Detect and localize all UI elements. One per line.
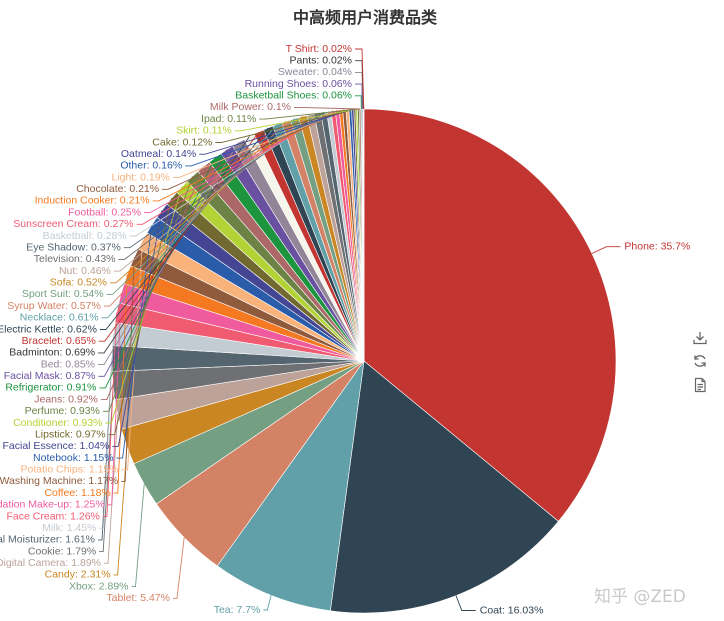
label-line-milk xyxy=(99,333,114,529)
slice-label-television: Television: 0.43% xyxy=(34,253,116,265)
slice-label-milk-power: Milk Power: 0.1% xyxy=(210,101,291,113)
slice-label-washing-machine: Washing Machine: 1.17% xyxy=(0,475,118,487)
slice-label-nut: Nut: 0.46% xyxy=(59,265,111,277)
slice-label-running-shoes: Running Shoes: 0.06% xyxy=(245,78,352,90)
slice-label-milk: Milk: 1.45% xyxy=(42,522,96,534)
label-line-phone xyxy=(591,246,621,254)
slice-label-potatio-chips: Potatio Chips: 1.15% xyxy=(21,464,119,476)
slice-label-facial-essence: Facial Essence: 1.04% xyxy=(2,440,109,452)
slice-label-basketball-shoes: Basketball Shoes: 0.06% xyxy=(235,90,352,102)
slice-label-jeans: Jeans: 0.92% xyxy=(34,393,98,405)
label-line-conditioner xyxy=(105,186,183,424)
slice-label-other: Other: 0.16% xyxy=(120,160,182,172)
slice-label-sport-suit: Sport Suit: 0.54% xyxy=(22,288,104,300)
label-line-coffee xyxy=(113,274,128,494)
label-line-basketball-shoes xyxy=(355,95,362,110)
label-line-candy xyxy=(113,446,128,576)
slice-label-basketball: Basketball: 0.28% xyxy=(43,230,127,242)
watermark-text: 知乎 @ZED xyxy=(594,587,686,607)
label-line-milk-power xyxy=(294,106,361,110)
slice-label-xbox: Xbox: 2.89% xyxy=(69,580,129,592)
label-line-facial-mask xyxy=(98,149,228,377)
slice-label-notebook: Notebook: 1.15% xyxy=(33,452,114,464)
label-line-sunscreen-cream xyxy=(136,110,334,225)
slice-label-eye-shadow: Eye Shadow: 0.37% xyxy=(26,241,121,253)
slice-label-syrup-water: Syrup Water: 0.57% xyxy=(7,300,101,312)
slice-label-coat: Coat: 16.03% xyxy=(480,604,544,616)
slice-label-coffee: Coffee: 1.18% xyxy=(44,487,110,499)
slice-label-skirt: Skirt: 0.11% xyxy=(176,125,232,137)
label-line-coat xyxy=(455,595,476,611)
label-line-xbox xyxy=(131,484,145,588)
label-line-tea xyxy=(263,595,272,611)
slice-label-light: Light: 0.19% xyxy=(112,171,170,183)
download-icon[interactable] xyxy=(692,330,712,348)
slice-labels: Phone: 35.7% Coat: 16.03% Tea: 7.7% Tablet:… xyxy=(0,43,690,617)
slice-label-induction-cooker: Induction Cooker: 0.21% xyxy=(35,195,150,207)
label-line-induction-cooker xyxy=(152,109,342,202)
label-line-football xyxy=(144,110,338,214)
label-line-light xyxy=(172,109,348,179)
slice-label-conditioner: Conditioner: 0.93% xyxy=(13,417,102,429)
refresh-icon[interactable] xyxy=(692,353,712,371)
slice-label-badminton: Badminton: 0.69% xyxy=(9,347,95,359)
slice-label-tablet: Tablet: 5.47% xyxy=(106,592,170,604)
label-line-basketball xyxy=(129,111,330,237)
chart-title: 中高频用户消费品类 xyxy=(292,8,437,27)
slice-label-candy: Candy: 2.31% xyxy=(45,569,111,581)
slice-label-bed: Bed: 0.85% xyxy=(41,358,95,370)
slice-label-oatmeal: Oatmeal: 0.14% xyxy=(121,148,196,160)
slice-label-sunscreen-cream: Sunscreen Cream: 0.27% xyxy=(13,218,133,230)
slice-label-t-shirt: T Shirt: 0.02% xyxy=(286,43,352,55)
label-line-jeans xyxy=(100,166,205,401)
label-line-foundation-make-up xyxy=(107,293,122,506)
label-line-digital-camera xyxy=(104,414,119,564)
label-line-skirt xyxy=(234,108,357,132)
slice-label-pants: Pants: 0.02% xyxy=(290,54,352,66)
slice-label-face-cream: Face Cream: 1.26% xyxy=(7,510,100,522)
slice-label-bracelet: Bracelet: 0.65% xyxy=(22,335,96,347)
slice-label-sofa: Sofa: 0.52% xyxy=(50,277,107,289)
label-line-perfume xyxy=(102,176,193,412)
label-line-tablet xyxy=(173,537,185,599)
slice-label-refrigerator: Refrigerator: 0.91% xyxy=(5,382,96,394)
slice-label-sweater: Sweater: 0.04% xyxy=(278,66,352,78)
label-line-cookie xyxy=(99,385,114,553)
slice-label-electric-kettle: Electric Kettle: 0.62% xyxy=(0,323,97,335)
label-lines xyxy=(98,48,621,611)
label-line-eye-shadow xyxy=(123,111,324,249)
slice-label-facial-moisturizer: Facial Moisturizer: 1.61% xyxy=(0,534,95,546)
slice-label-lipstick: Lipstick: 0.97% xyxy=(35,428,106,440)
label-line-chocolate xyxy=(162,109,345,190)
slice-label-cookie: Cookie: 1.79% xyxy=(28,545,96,557)
slice-label-phone: Phone: 35.7% xyxy=(624,240,690,252)
label-line-oatmeal xyxy=(199,108,353,155)
slice-label-tea: Tea: 7.7% xyxy=(214,604,261,616)
slice-label-facial-mask: Facial Mask: 0.87% xyxy=(4,370,96,382)
slice-label-digital-camera: Digital Camera: 1.89% xyxy=(0,557,101,569)
label-line-cake xyxy=(215,108,355,143)
label-line-face-cream xyxy=(102,312,118,517)
data-view-icon[interactable] xyxy=(692,377,712,395)
slice-label-cake: Cake: 0.12% xyxy=(152,136,212,148)
slice-label-perfume: Perfume: 0.93% xyxy=(25,405,100,417)
label-line-other xyxy=(185,108,351,167)
slice-label-chocolate: Chocolate: 0.21% xyxy=(76,183,159,195)
slice-label-foundation-make-up: Foundation Make-up: 1.25% xyxy=(0,499,105,511)
label-line-t-shirt xyxy=(355,48,365,110)
label-line-potatio-chips xyxy=(121,240,143,471)
slice-label-necklace: Necklace: 0.61% xyxy=(20,312,99,324)
label-line-notebook xyxy=(116,224,153,459)
slice-label-ipad: Ipad: 0.11% xyxy=(201,113,256,125)
pie-slices xyxy=(111,108,617,614)
label-line-washing-machine xyxy=(121,257,135,482)
label-line-ipad xyxy=(259,108,359,120)
slice-label-football: Football: 0.25% xyxy=(68,206,141,218)
